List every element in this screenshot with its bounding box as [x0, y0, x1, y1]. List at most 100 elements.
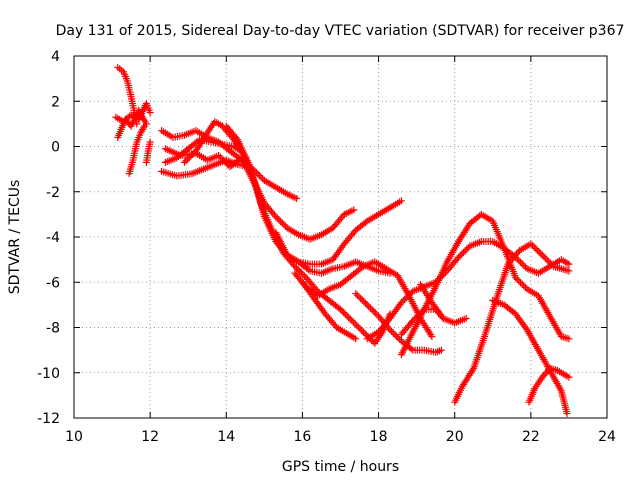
- data-point: [518, 260, 526, 268]
- data-point: [272, 213, 280, 221]
- data-point: [399, 297, 407, 305]
- x-axis-label: GPS time / hours: [282, 459, 399, 475]
- data-point: [184, 155, 192, 163]
- series-arc-21: [489, 296, 571, 417]
- data-point: [139, 124, 147, 132]
- data-point: [538, 251, 546, 259]
- data-point: [546, 259, 554, 267]
- data-point: [542, 254, 550, 262]
- data-point: [458, 250, 466, 258]
- data-point: [354, 323, 362, 331]
- data-point: [565, 260, 573, 268]
- data-point: [393, 332, 401, 340]
- data-point: [182, 157, 190, 165]
- data-point: [545, 258, 553, 266]
- series-arc-4: [125, 122, 148, 178]
- series-arc-11: [222, 122, 394, 347]
- data-point: [520, 282, 528, 290]
- data-point: [453, 255, 461, 263]
- data-point: [563, 409, 571, 417]
- data-point: [357, 294, 365, 302]
- y-tick-label: -12: [37, 411, 60, 427]
- data-point: [370, 307, 378, 315]
- x-tick-label: 12: [141, 429, 159, 445]
- data-point: [275, 216, 283, 224]
- data-point: [521, 263, 529, 271]
- data-point: [463, 245, 471, 253]
- series-arc-6: [158, 127, 301, 203]
- data-point: [346, 315, 354, 323]
- data-point: [359, 328, 367, 336]
- data-point: [410, 315, 418, 323]
- data-point: [282, 222, 290, 230]
- data-point: [373, 311, 381, 319]
- data-point: [294, 266, 302, 274]
- data-point: [189, 150, 197, 158]
- y-tick-labels: -12 -10 -8 -6 -4 -2 0 2 4: [37, 49, 60, 427]
- data-point: [412, 313, 420, 321]
- data-point: [461, 247, 469, 255]
- data-point: [455, 253, 463, 261]
- series-arc-19: [416, 281, 470, 327]
- data-point: [278, 219, 286, 227]
- data-point: [389, 329, 397, 337]
- data-point: [297, 269, 305, 277]
- grid: [74, 56, 607, 418]
- x-tick-labels: 10 12 14 16 18 20 22 24: [65, 429, 616, 445]
- data-point: [397, 197, 405, 205]
- x-tick-label: 16: [294, 429, 312, 445]
- data-point: [517, 279, 525, 287]
- data-point: [386, 326, 394, 334]
- data-point: [296, 267, 304, 275]
- data-point: [361, 330, 369, 338]
- data-point: [530, 243, 538, 251]
- data-point: [353, 291, 361, 299]
- data-point: [464, 244, 472, 252]
- data-series: [112, 63, 573, 417]
- data-point: [273, 214, 281, 222]
- data-point: [521, 283, 529, 291]
- data-point: [407, 289, 415, 297]
- data-point: [402, 294, 410, 302]
- data-point: [358, 326, 366, 334]
- y-tick-label: 0: [51, 140, 60, 156]
- data-point: [366, 304, 374, 312]
- data-point: [528, 241, 536, 249]
- data-point: [343, 312, 351, 320]
- y-axis-label: SDTVAR / TECUs: [7, 180, 23, 295]
- y-tick-label: -10: [37, 366, 60, 382]
- data-point: [414, 312, 422, 320]
- x-tick-label: 14: [217, 429, 235, 445]
- data-point: [255, 172, 263, 180]
- series-arc-22: [525, 364, 573, 406]
- data-point: [301, 272, 309, 280]
- data-point: [407, 345, 415, 353]
- data-point: [289, 261, 297, 269]
- data-point: [277, 217, 285, 225]
- data-point: [341, 310, 349, 318]
- data-point: [532, 245, 540, 253]
- data-point: [291, 262, 299, 270]
- data-point: [385, 324, 393, 332]
- data-point: [337, 305, 344, 313]
- data-point: [407, 318, 415, 326]
- x-tick-label: 24: [598, 429, 616, 445]
- series-arc-3: [114, 106, 150, 141]
- data-point: [548, 261, 556, 269]
- data-point: [215, 152, 223, 160]
- data-point: [259, 175, 267, 183]
- data-point: [350, 228, 358, 236]
- data-point: [415, 310, 423, 318]
- data-point: [535, 248, 543, 256]
- data-point: [338, 307, 346, 315]
- y-tick-label: -2: [46, 185, 60, 201]
- y-tick-label: 2: [51, 94, 60, 110]
- data-point: [352, 335, 360, 343]
- data-point: [512, 274, 520, 282]
- data-point: [280, 221, 288, 229]
- data-point: [348, 317, 356, 325]
- data-point: [406, 291, 414, 299]
- series-arc-5: [142, 138, 154, 166]
- y-tick-label: -6: [46, 275, 60, 291]
- data-point: [428, 333, 436, 341]
